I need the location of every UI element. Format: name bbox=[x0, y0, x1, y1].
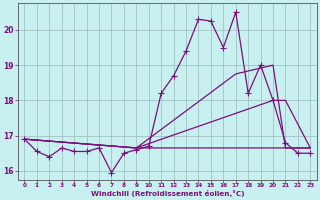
X-axis label: Windchill (Refroidissement éolien,°C): Windchill (Refroidissement éolien,°C) bbox=[91, 190, 244, 197]
